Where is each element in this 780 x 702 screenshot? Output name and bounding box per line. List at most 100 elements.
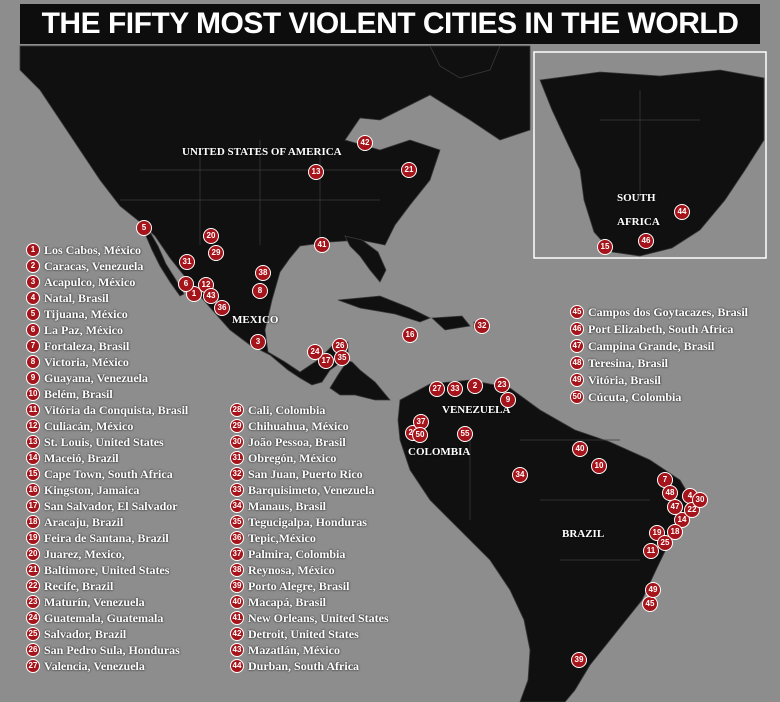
legend-label: Cali, Colombia bbox=[248, 403, 326, 417]
map-marker: 8 bbox=[252, 283, 268, 299]
map-marker: 55 bbox=[457, 426, 473, 442]
map-marker: 5 bbox=[136, 220, 152, 236]
legend-label: Juarez, Mexico, bbox=[44, 547, 125, 561]
legend-label: Guayana, Venezuela bbox=[44, 371, 149, 385]
title-bar: THE FIFTY MOST VIOLENT CITIES IN THE WOR… bbox=[20, 4, 760, 44]
legend-number: 17 bbox=[26, 499, 40, 513]
legend-number: 45 bbox=[570, 305, 584, 319]
legend-label: Guatemala, Guatemala bbox=[44, 611, 164, 625]
legend-label: Natal, Brasil bbox=[44, 291, 109, 305]
legend-number: 6 bbox=[26, 323, 40, 337]
legend-number: 21 bbox=[26, 563, 40, 577]
hispaniola-land bbox=[431, 315, 471, 331]
legend-label: Teresina, Brasil bbox=[588, 356, 669, 370]
legend-label: Reynosa, México bbox=[248, 563, 335, 577]
legend-label: Cúcuta, Colombia bbox=[588, 390, 682, 404]
map-marker: 45 bbox=[642, 596, 658, 612]
africa-inset-frame bbox=[533, 51, 767, 259]
map-marker: 49 bbox=[645, 582, 661, 598]
legend-label: San Salvador, El Salvador bbox=[44, 499, 178, 513]
label-south: SOUTH bbox=[617, 192, 656, 204]
map-marker: 32 bbox=[474, 318, 490, 334]
legend-label: Tepic,México bbox=[248, 531, 316, 545]
map-marker: 25 bbox=[657, 535, 673, 551]
legend-number: 46 bbox=[570, 322, 584, 336]
map-marker: 39 bbox=[571, 652, 587, 668]
legend-number: 23 bbox=[26, 595, 40, 609]
legend-number: 36 bbox=[230, 531, 244, 545]
map-marker: 2 bbox=[467, 378, 483, 394]
legend-number: 38 bbox=[230, 563, 244, 577]
legend-label: Culiacán, México bbox=[44, 419, 134, 433]
map-marker: 41 bbox=[314, 237, 330, 253]
legend-label: Vitória, Brasil bbox=[588, 373, 661, 387]
map-marker: 38 bbox=[255, 265, 271, 281]
legend-label: Salvador, Brazil bbox=[44, 627, 127, 641]
legend-number: 48 bbox=[570, 356, 584, 370]
legend-number: 32 bbox=[230, 467, 244, 481]
legend-number: 3 bbox=[26, 275, 40, 289]
legend-number: 49 bbox=[570, 373, 584, 387]
map-marker: 48 bbox=[662, 485, 678, 501]
legend-number: 13 bbox=[26, 435, 40, 449]
legend-label: Vitória da Conquista, Brasil bbox=[44, 403, 189, 417]
legend-number: 19 bbox=[26, 531, 40, 545]
legend-number: 25 bbox=[26, 627, 40, 641]
map-marker: 3 bbox=[250, 334, 266, 350]
legend-number: 44 bbox=[230, 659, 244, 673]
map-marker: 34 bbox=[512, 467, 528, 483]
legend-number: 40 bbox=[230, 595, 244, 609]
legend-label: Palmira, Colombia bbox=[248, 547, 346, 561]
legend-label: Fortaleza, Brasil bbox=[44, 339, 130, 353]
label-venezuela: VENEZUELA bbox=[442, 404, 511, 416]
map-marker: 42 bbox=[357, 135, 373, 151]
legend-label: Aracaju, Brazil bbox=[44, 515, 124, 529]
label-usa: UNITED STATES OF AMERICA bbox=[182, 146, 342, 158]
legend-number: 11 bbox=[26, 403, 40, 417]
legend-number: 27 bbox=[26, 659, 40, 673]
legend-number: 12 bbox=[26, 419, 40, 433]
legend-label: Victoria, México bbox=[44, 355, 129, 369]
map-marker: 10 bbox=[591, 458, 607, 474]
legend-label: Campos dos Goytacazes, Brasil bbox=[588, 305, 748, 319]
legend-number: 18 bbox=[26, 515, 40, 529]
cuba-land bbox=[337, 295, 431, 323]
map-marker: 16 bbox=[402, 327, 418, 343]
legend-label: João Pessoa, Brasil bbox=[248, 435, 346, 449]
legend-number: 30 bbox=[230, 435, 244, 449]
legend-number: 5 bbox=[26, 307, 40, 321]
map-marker: 9 bbox=[500, 392, 516, 408]
legend-number: 29 bbox=[230, 419, 244, 433]
legend-number: 41 bbox=[230, 611, 244, 625]
legend-number: 37 bbox=[230, 547, 244, 561]
legend-number: 26 bbox=[26, 643, 40, 657]
legend-label: San Juan, Puerto Rico bbox=[248, 467, 363, 481]
legend-label: St. Louis, United States bbox=[44, 435, 164, 449]
legend-number: 4 bbox=[26, 291, 40, 305]
map-marker: 44 bbox=[674, 204, 690, 220]
legend-number: 43 bbox=[230, 643, 244, 657]
legend-label: Porto Alegre, Brasil bbox=[248, 579, 350, 593]
land-masses bbox=[19, 45, 765, 702]
legend-number: 24 bbox=[26, 611, 40, 625]
legend-label: Kingston, Jamaica bbox=[44, 483, 140, 497]
legend-label: Valencia, Venezuela bbox=[44, 659, 145, 673]
map-marker: 33 bbox=[447, 381, 463, 397]
legend-number: 16 bbox=[26, 483, 40, 497]
label-africa: AFRICA bbox=[617, 216, 660, 228]
legend-label: Maceió, Brazil bbox=[44, 451, 119, 465]
legend-label: Detroit, United States bbox=[248, 627, 359, 641]
state-borders bbox=[120, 90, 700, 561]
legend-number: 31 bbox=[230, 451, 244, 465]
map-marker: 20 bbox=[203, 228, 219, 244]
legend-label: Maturín, Venezuela bbox=[44, 595, 145, 609]
legend-label: Mazatlán, México bbox=[248, 643, 340, 657]
map-marker: 35 bbox=[334, 350, 350, 366]
legend-label: Barquisimeto, Venezuela bbox=[248, 483, 375, 497]
africa-inset-land bbox=[539, 69, 765, 257]
legend-number: 9 bbox=[26, 371, 40, 385]
legend-number: 15 bbox=[26, 467, 40, 481]
legend-label: Chihuahua, México bbox=[248, 419, 349, 433]
